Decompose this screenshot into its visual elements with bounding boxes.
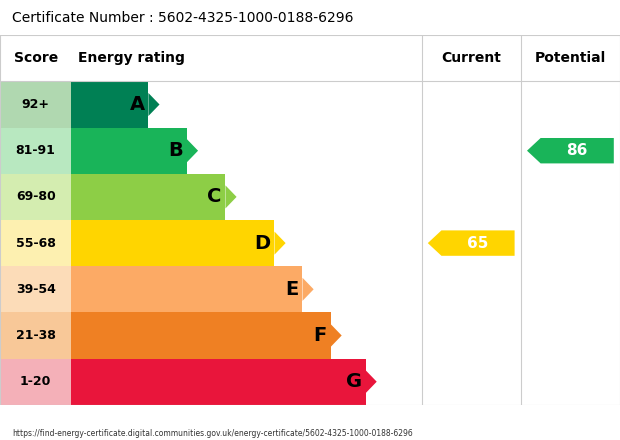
Polygon shape	[428, 231, 515, 256]
Text: Potential: Potential	[535, 51, 606, 65]
Polygon shape	[330, 324, 342, 347]
Bar	[0, 220, 71, 266]
Bar	[0, 266, 71, 312]
Text: https://find-energy-certificate.digital.communities.gov.uk/energy-certificate/56: https://find-energy-certificate.digital.…	[12, 429, 413, 438]
Text: B: B	[169, 141, 183, 160]
Text: A: A	[130, 95, 144, 114]
Polygon shape	[527, 138, 614, 163]
Bar	[0, 312, 71, 359]
Text: Certificate Number : 5602-4325-1000-0188-6296: Certificate Number : 5602-4325-1000-0188…	[12, 11, 354, 25]
Polygon shape	[148, 93, 159, 116]
Bar	[0, 81, 71, 128]
Text: E: E	[286, 280, 299, 299]
Text: Current: Current	[441, 51, 501, 65]
Polygon shape	[366, 370, 377, 393]
Polygon shape	[187, 139, 198, 162]
Text: 81-91: 81-91	[16, 144, 56, 157]
Bar	[0, 359, 71, 405]
Text: Score: Score	[14, 51, 58, 65]
Text: 1-20: 1-20	[20, 375, 51, 388]
Text: 21-38: 21-38	[16, 329, 56, 342]
Text: C: C	[207, 187, 222, 206]
Bar	[71, 220, 275, 266]
Polygon shape	[275, 231, 286, 255]
Bar	[0, 128, 71, 174]
Bar	[71, 266, 303, 312]
Bar	[71, 128, 187, 174]
Text: 86: 86	[566, 143, 587, 158]
Bar	[71, 174, 226, 220]
Bar	[0, 174, 71, 220]
Text: 39-54: 39-54	[16, 283, 56, 296]
Polygon shape	[303, 278, 314, 301]
Text: 65: 65	[467, 235, 488, 251]
Text: 55-68: 55-68	[16, 237, 56, 249]
Bar	[71, 81, 148, 128]
Text: G: G	[346, 372, 362, 391]
Text: 69-80: 69-80	[16, 191, 56, 203]
Polygon shape	[226, 185, 237, 209]
Text: F: F	[314, 326, 327, 345]
Bar	[71, 359, 366, 405]
Text: 92+: 92+	[22, 98, 50, 111]
Bar	[71, 312, 330, 359]
Text: Energy rating: Energy rating	[78, 51, 184, 65]
Text: D: D	[255, 234, 271, 253]
